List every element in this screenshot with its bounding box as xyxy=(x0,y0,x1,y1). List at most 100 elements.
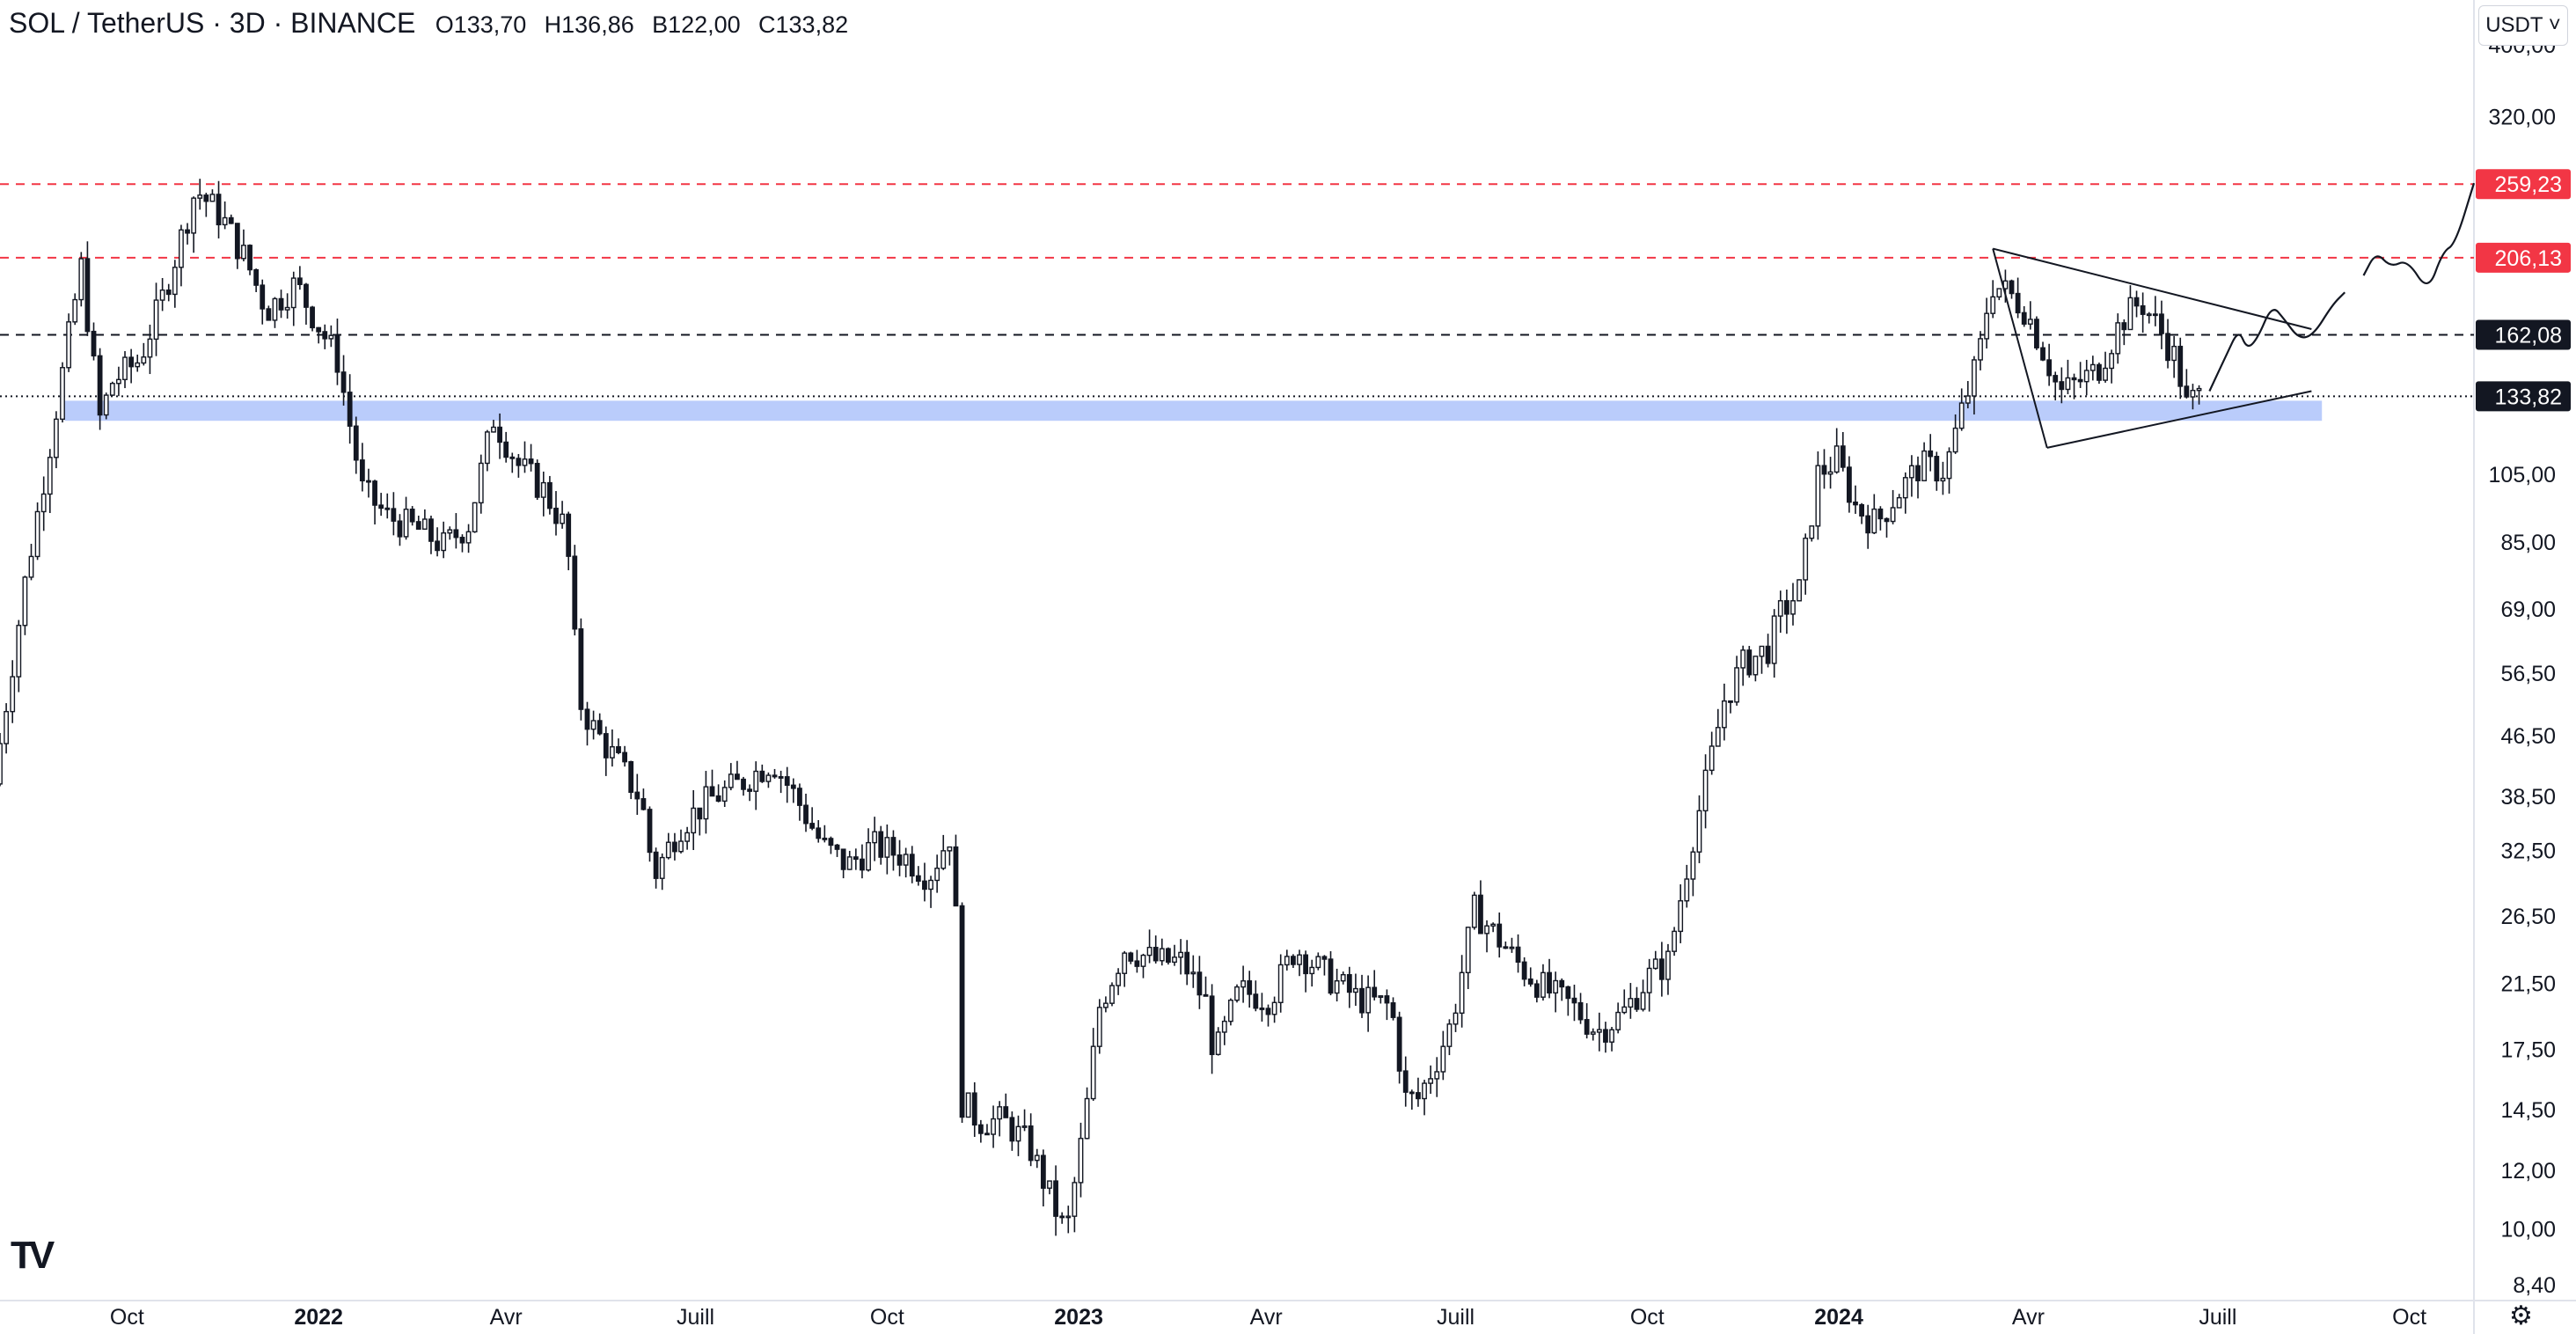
candle-body xyxy=(896,854,903,866)
candle-body xyxy=(2083,370,2089,383)
candle-body xyxy=(1440,1045,1446,1073)
candle-body xyxy=(1128,952,1134,962)
candle-body xyxy=(797,788,802,806)
candle-body xyxy=(1584,1019,1590,1035)
candle-body xyxy=(778,775,784,779)
candle-body xyxy=(1446,1023,1453,1047)
candle-body xyxy=(578,628,584,710)
candle-body xyxy=(803,804,809,825)
candle-body xyxy=(1547,971,1552,994)
candle-body xyxy=(2034,319,2039,348)
candle-body xyxy=(22,576,28,627)
candle-body xyxy=(1116,972,1121,986)
candle-body xyxy=(128,356,135,368)
currency-dropdown[interactable]: USDT ˅ xyxy=(2478,5,2568,46)
price-line-label: 133,82 xyxy=(2495,385,2562,409)
candle-body xyxy=(1084,1097,1090,1140)
candle-body xyxy=(141,356,147,364)
candle-body xyxy=(940,850,947,869)
candle-body xyxy=(266,308,272,321)
candle-body xyxy=(1765,645,1771,664)
candle-body xyxy=(728,773,734,788)
candle-body xyxy=(509,456,516,459)
candle-body xyxy=(971,1092,977,1126)
candle-body xyxy=(1571,997,1577,1004)
symbol-title[interactable]: SOL / TetherUS · 3D · BINANCE xyxy=(9,7,416,39)
candle-body xyxy=(472,502,478,533)
candle-body xyxy=(97,355,103,416)
candle-body xyxy=(1159,948,1165,962)
candle-body xyxy=(328,334,334,340)
candle-body xyxy=(304,283,309,308)
candle-body xyxy=(934,868,940,882)
price-axis-tick-label: 14,50 xyxy=(2500,1098,2556,1123)
candle-body xyxy=(1640,992,1646,1010)
candle-body xyxy=(909,854,915,877)
candle-body xyxy=(1453,1012,1459,1025)
candle-body xyxy=(1803,537,1809,581)
candle-body xyxy=(1065,1215,1072,1219)
candle-body xyxy=(179,229,184,268)
price-line-label: 206,13 xyxy=(2495,246,2562,271)
time-axis-tick-label: 2023 xyxy=(1054,1305,1103,1330)
candle-body xyxy=(1390,1002,1396,1018)
candle-body xyxy=(922,880,927,891)
candle-body xyxy=(659,856,665,879)
chart-header: SOL / TetherUS · 3D · BINANCE O133,70 H1… xyxy=(9,7,859,40)
candle-body xyxy=(228,216,234,224)
candle-body xyxy=(1628,998,1634,1008)
candle-body xyxy=(290,277,296,309)
candle-body xyxy=(2196,387,2202,392)
candle-body xyxy=(2053,375,2059,383)
candle-body xyxy=(1921,450,1928,481)
candle-body xyxy=(516,458,522,466)
candle-body xyxy=(340,371,347,393)
candle-body xyxy=(1334,980,1340,994)
candle-body xyxy=(1702,769,1709,812)
time-axis-tick-label: Oct xyxy=(1630,1305,1665,1330)
candle-body xyxy=(1297,954,1302,965)
candle-body xyxy=(1265,1008,1271,1015)
candle-body xyxy=(1840,445,1846,468)
candle-body xyxy=(1253,993,1259,1009)
candle-body xyxy=(1684,878,1690,902)
candle-body xyxy=(1952,427,1958,453)
candle-body xyxy=(1259,1008,1265,1010)
candle-body xyxy=(16,625,22,678)
candle-body xyxy=(60,367,65,421)
candle-body xyxy=(478,462,484,504)
candle-body xyxy=(1303,954,1309,975)
candle-body xyxy=(203,194,209,202)
candle-body xyxy=(253,268,260,286)
candle-body xyxy=(522,458,528,466)
time-axis-tick-label: Avr xyxy=(1250,1305,1283,1330)
candle-body xyxy=(1715,727,1721,747)
candle-body xyxy=(1240,980,1247,988)
candle-body xyxy=(384,507,391,510)
candle-body xyxy=(1896,496,1902,509)
candle-body xyxy=(1359,987,1365,1014)
candle-body xyxy=(616,745,621,753)
candle-body xyxy=(1478,894,1483,935)
candle-body xyxy=(1340,973,1346,982)
candle-body xyxy=(1459,971,1465,1015)
candle-body xyxy=(122,356,128,381)
candle-body xyxy=(1090,1045,1096,1100)
candle-body xyxy=(1209,995,1215,1056)
candle-body xyxy=(1603,1029,1608,1043)
candle-body xyxy=(4,710,10,744)
candle-body xyxy=(703,786,709,820)
candle-body xyxy=(1309,966,1315,975)
candle-body xyxy=(1034,1154,1040,1162)
candle-body xyxy=(840,848,846,870)
candle-body xyxy=(197,194,203,199)
candle-body xyxy=(2040,347,2045,361)
candle-body xyxy=(397,520,403,538)
candle-body xyxy=(2165,333,2170,362)
time-axis-tick-label: Oct xyxy=(2392,1305,2426,1330)
candle-body xyxy=(1853,501,1858,506)
gear-icon[interactable]: ⚙ xyxy=(2509,1301,2533,1330)
candle-body xyxy=(1221,1020,1227,1033)
projection-path-1 xyxy=(2208,291,2346,392)
